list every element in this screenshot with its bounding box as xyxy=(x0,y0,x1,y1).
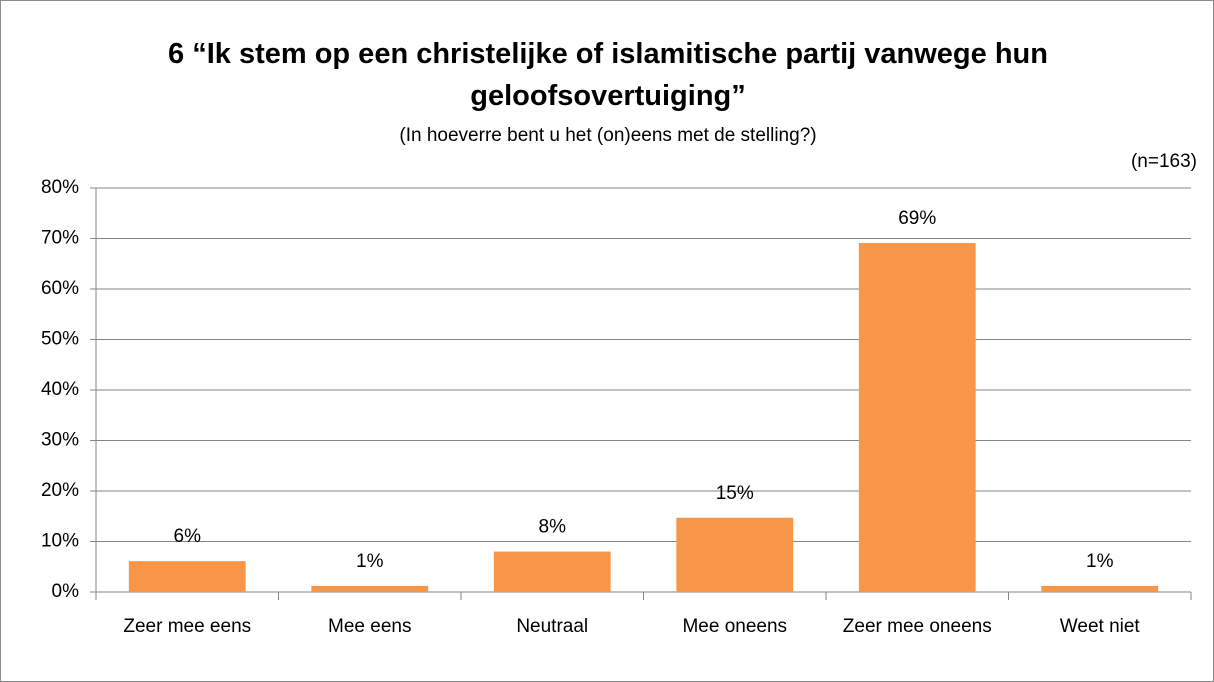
y-tick-label: 50% xyxy=(41,329,79,350)
y-tick-label: 30% xyxy=(41,430,79,451)
bar xyxy=(128,561,246,592)
y-tick-label: 40% xyxy=(41,379,79,400)
data-label: 1% xyxy=(356,551,384,572)
y-tick-label: 70% xyxy=(41,228,79,249)
sample-size-note: (n=163) xyxy=(1130,151,1197,172)
bar xyxy=(676,517,794,592)
data-label: 6% xyxy=(174,526,202,547)
x-tick-label: Mee oneens xyxy=(682,616,787,637)
data-label: 69% xyxy=(898,208,936,229)
x-tick-label: Mee eens xyxy=(328,616,411,637)
bar xyxy=(493,551,611,592)
bar xyxy=(311,585,429,592)
data-label: 8% xyxy=(539,517,567,538)
x-tick-label: Zeer mee eens xyxy=(123,616,251,637)
chart-subtitle: (In hoeverre bent u het (on)eens met de … xyxy=(399,125,817,146)
y-tick-label: 80% xyxy=(41,177,79,198)
chart-title: 6 “Ik stem op een christelijke of islami… xyxy=(168,38,1048,112)
y-tick-label: 10% xyxy=(41,531,79,552)
data-label: 1% xyxy=(1086,551,1114,572)
y-tick-label: 0% xyxy=(52,581,80,602)
x-tick-label: Zeer mee oneens xyxy=(843,616,992,637)
bar xyxy=(1041,585,1159,592)
x-tick-label: Weet niet xyxy=(1060,616,1141,637)
data-label: 15% xyxy=(716,483,754,504)
y-tick-label: 20% xyxy=(41,480,79,501)
bar xyxy=(858,243,976,593)
y-tick-label: 60% xyxy=(41,278,79,299)
x-tick-label: Neutraal xyxy=(516,616,588,637)
